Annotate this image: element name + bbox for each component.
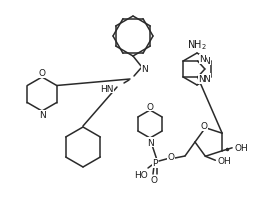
Text: N: N: [147, 138, 153, 147]
Text: HN: HN: [101, 84, 114, 93]
Text: P: P: [152, 159, 158, 168]
Text: O: O: [39, 69, 45, 78]
Text: OH: OH: [234, 144, 248, 153]
Text: O: O: [201, 122, 208, 130]
Text: N: N: [142, 64, 148, 73]
Text: N: N: [199, 55, 206, 64]
Text: N: N: [39, 111, 45, 120]
Text: OH: OH: [218, 156, 231, 165]
Text: NH$_2$: NH$_2$: [187, 38, 207, 52]
Text: HO: HO: [134, 171, 148, 180]
Text: N: N: [203, 74, 210, 83]
Text: O: O: [151, 176, 157, 185]
Text: O: O: [147, 102, 153, 111]
Text: O: O: [168, 153, 174, 162]
Text: N: N: [203, 56, 210, 65]
Text: N: N: [198, 75, 205, 84]
